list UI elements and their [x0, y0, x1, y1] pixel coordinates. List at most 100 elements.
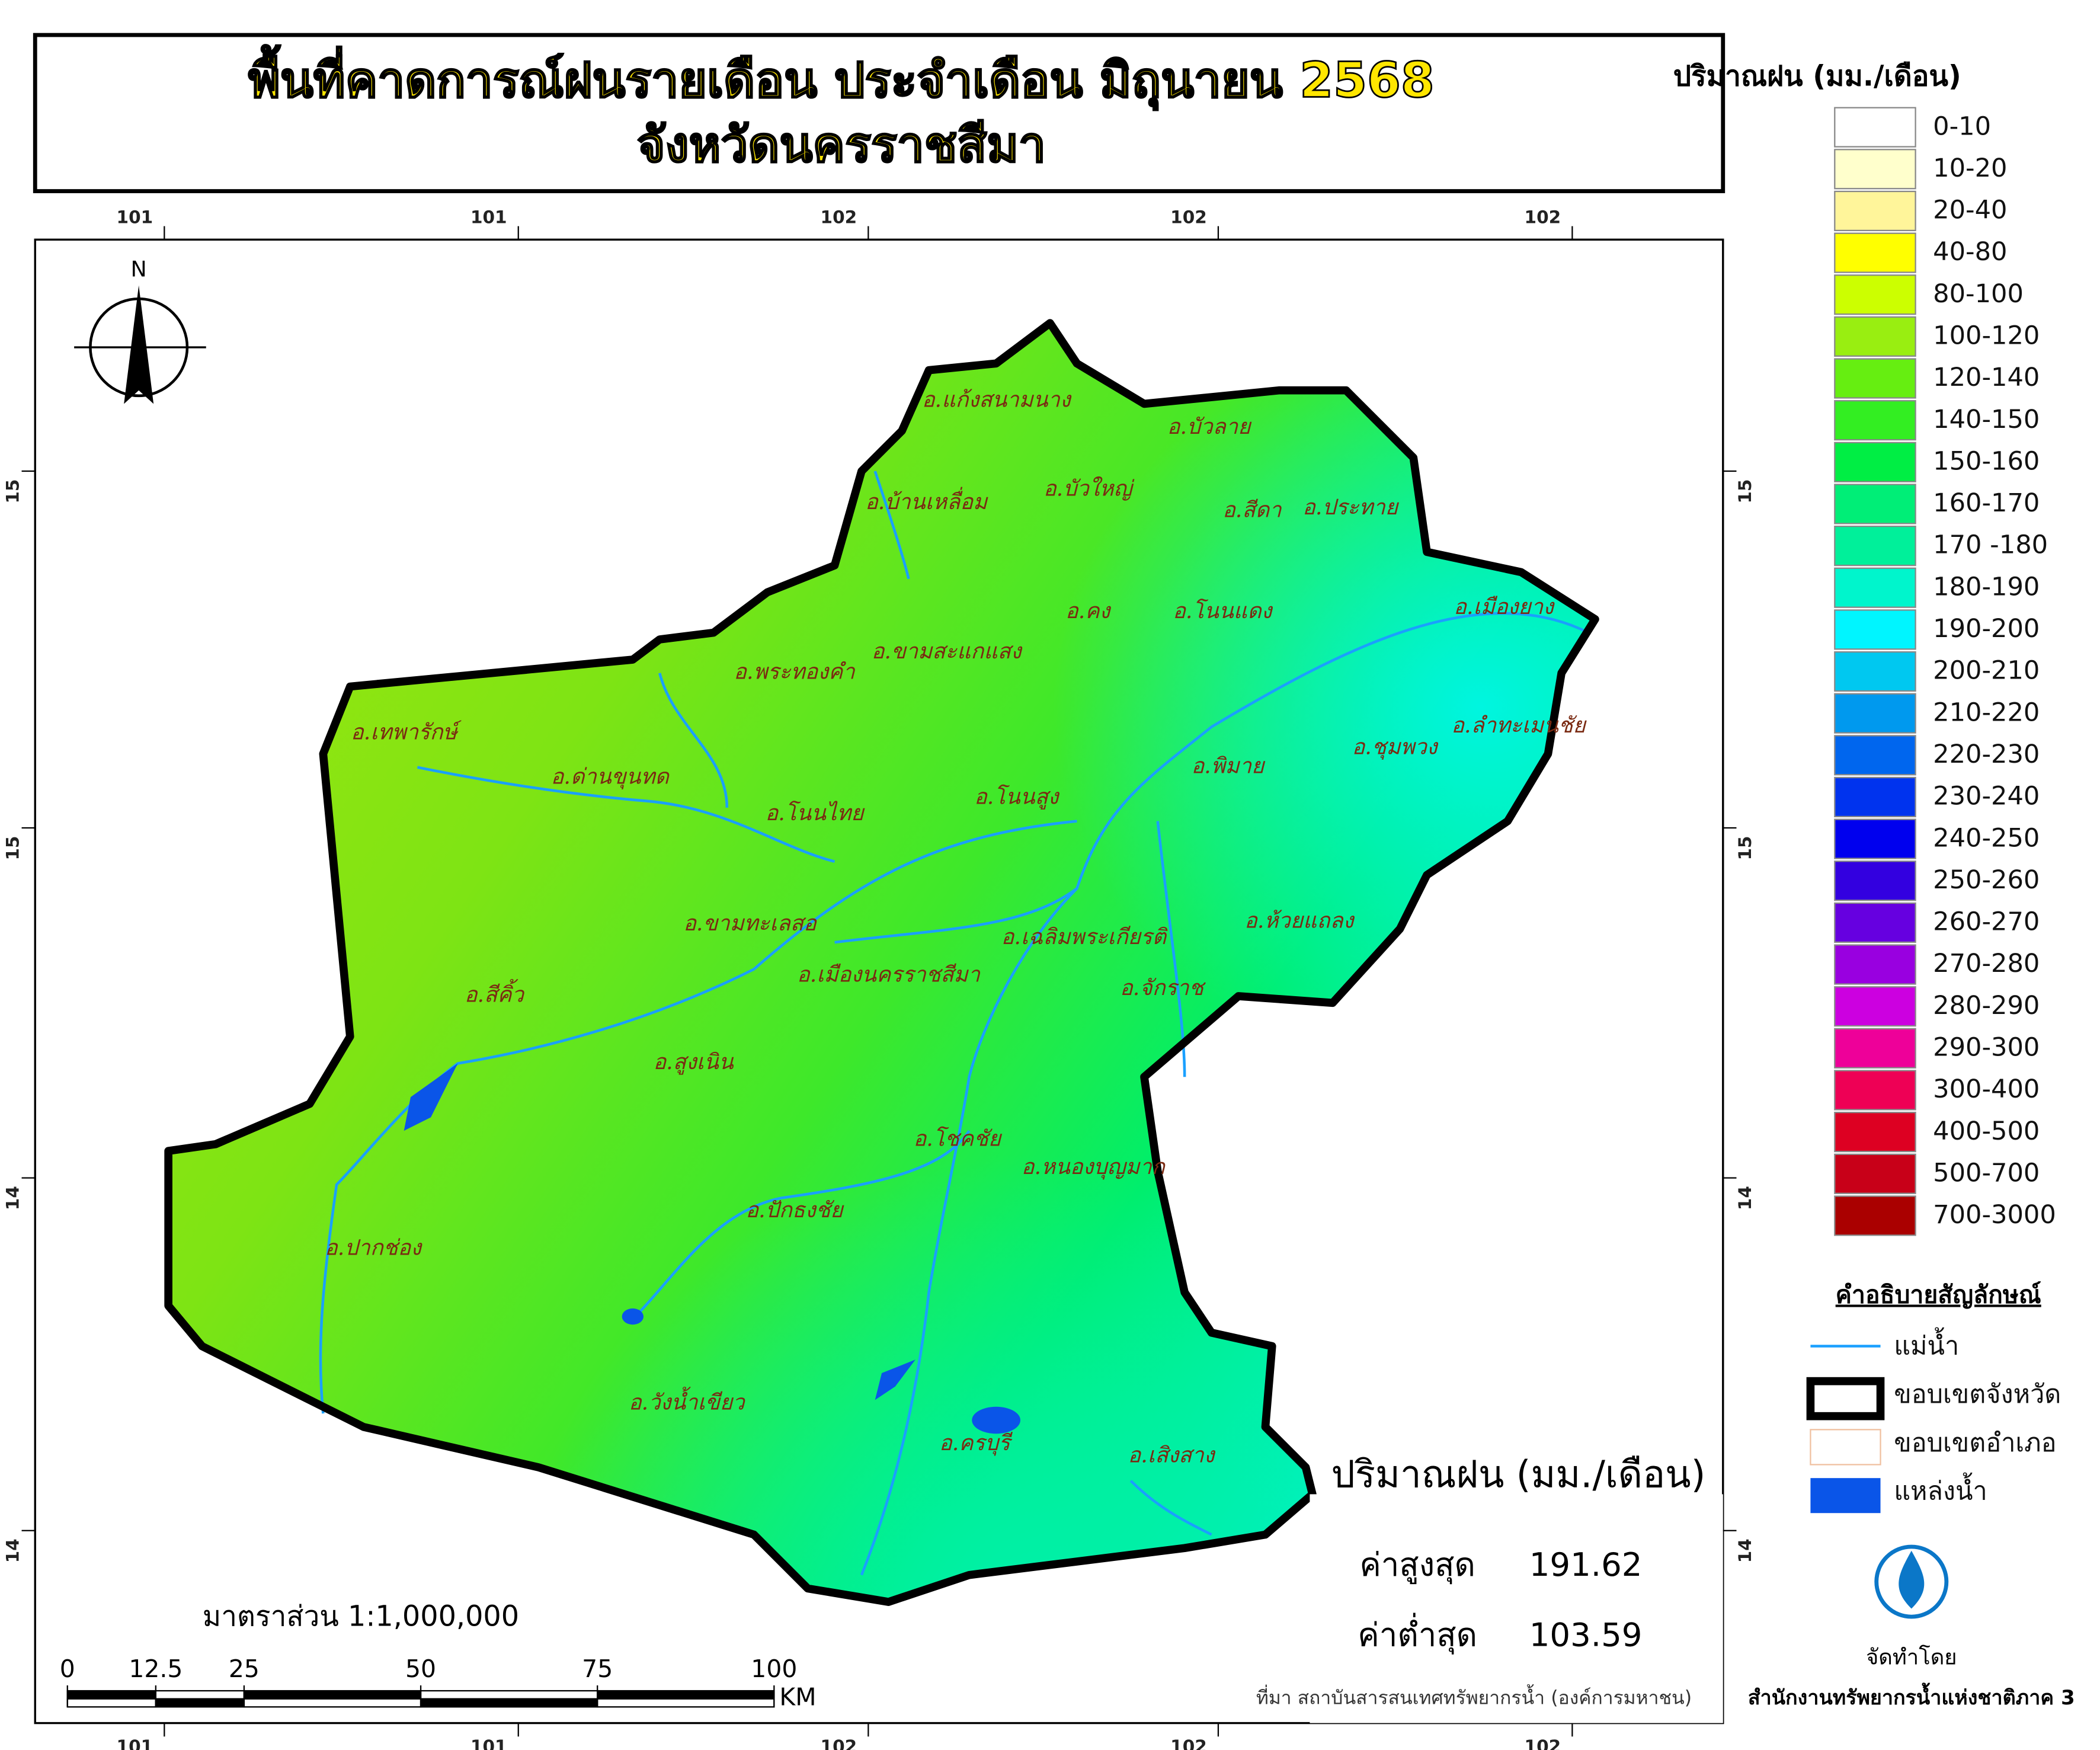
- legend-label: 260-270: [1933, 907, 2040, 937]
- legend-label: 190-200: [1933, 614, 2040, 644]
- legend-label: 220-230: [1933, 740, 2040, 769]
- graticule-label: 14: [1735, 1186, 1755, 1210]
- legend-label: 100-120: [1933, 321, 2040, 351]
- district-label: อ.บ้านเหลื่อม: [865, 487, 988, 514]
- graticule-label: 14: [1735, 1538, 1755, 1563]
- legend-swatch: [1834, 526, 1916, 567]
- legend-label: 120-140: [1933, 363, 2040, 392]
- title-box: [33, 33, 1726, 193]
- legend-swatch: [1834, 860, 1916, 901]
- symbol-label: แหล่งน้ำ: [1894, 1473, 1987, 1506]
- legend-title: ปริมาณฝน (มม./เดือน): [1673, 60, 1961, 93]
- scale-segment: [243, 1690, 422, 1700]
- district-label: อ.บัวลาย: [1167, 414, 1252, 439]
- district-label: อ.เมืองยาง: [1454, 594, 1555, 619]
- legend-swatch: [1834, 107, 1916, 148]
- scale-segment: [420, 1698, 598, 1708]
- symbol-label: ขอบเขตจังหวัด: [1894, 1380, 2061, 1409]
- river: [632, 471, 971, 1320]
- graticule-label: 15: [2, 836, 23, 860]
- district-label: อ.ห้วยแถลง: [1244, 908, 1355, 933]
- graticule-label: 102: [1170, 207, 1207, 227]
- symbol-district: [1810, 1429, 1881, 1466]
- scale-tick-label: 25: [229, 1655, 260, 1683]
- province: [164, 319, 1599, 1606]
- legend-label: 150-160: [1933, 446, 2040, 476]
- district-label: อ.พระทองคำ: [734, 658, 856, 684]
- graticule-label: 102: [1525, 1736, 1561, 1750]
- subtitle: จังหวัดนครราชสีมา: [637, 117, 1046, 173]
- legend-label: 700-3000: [1933, 1200, 2056, 1230]
- reservoir: [972, 1406, 1021, 1434]
- legend-label: 40-80: [1933, 237, 2007, 267]
- scale-tick-label: 0: [60, 1655, 75, 1683]
- legend-swatch: [1834, 567, 1916, 608]
- stats-title: ปริมาณฝน (มม./เดือน): [1331, 1452, 1706, 1496]
- district-label: อ.สีดา: [1222, 497, 1282, 523]
- legend-swatch: [1834, 149, 1916, 190]
- legend-swatch: [1834, 358, 1916, 399]
- graticule-label: 14: [2, 1186, 23, 1210]
- legend-swatch: [1834, 1028, 1916, 1068]
- legend-swatch: [1834, 190, 1916, 232]
- graticule-label: 101: [470, 1736, 507, 1750]
- district-label: อ.พิมาย: [1191, 753, 1266, 778]
- legend-label: 280-290: [1933, 991, 2040, 1020]
- province-boundary: [164, 319, 1599, 1606]
- legend-label: 10-20: [1933, 153, 2007, 183]
- district-label: อ.หนองบุญมาก: [1022, 1154, 1166, 1180]
- scale-segment: [155, 1690, 245, 1700]
- scale-segment: [420, 1690, 598, 1700]
- graticule-label: 101: [117, 207, 153, 227]
- stats-min-label: ค่าต่ำสุด: [1358, 1613, 1477, 1655]
- legend-label: 210-220: [1933, 698, 2040, 727]
- district-label: อ.ปากช่อง: [325, 1234, 422, 1260]
- symbol-label: แม่น้ำ: [1894, 1327, 1959, 1361]
- district-label: อ.เสิงสาง: [1128, 1442, 1215, 1467]
- graticule-label: 102: [821, 207, 857, 227]
- stats-box: [1310, 1494, 1723, 1723]
- graticule-label: 15: [1735, 836, 1755, 860]
- north-label: N: [131, 257, 147, 282]
- legend-swatch: [1834, 484, 1916, 524]
- legend-swatch: [1834, 735, 1916, 776]
- symbol-label: ขอบเขตอำเภอ: [1894, 1428, 2056, 1458]
- district-label: อ.สีคิ้ว: [465, 978, 526, 1007]
- scale-tick-label: 50: [405, 1655, 436, 1683]
- stats-min: 103.59: [1529, 1615, 1643, 1653]
- district-label: อ.ครบุรี: [939, 1430, 1013, 1456]
- legend-swatch: [1834, 232, 1916, 273]
- graticule-label: 15: [2, 479, 23, 504]
- district-label: อ.คง: [1065, 598, 1112, 623]
- scale-tick-label: 75: [582, 1655, 613, 1683]
- legend-swatch: [1834, 609, 1916, 650]
- district-label: อ.โนนสูง: [974, 784, 1060, 810]
- legend-swatch: [1834, 316, 1916, 357]
- legend-label: 290-300: [1933, 1032, 2040, 1062]
- scale-segment: [66, 1690, 156, 1700]
- district-label: อ.เมืองนครราชสีมา: [797, 961, 981, 987]
- reservoir: [875, 1359, 915, 1400]
- symbols-title: คำอธิบายสัญลักษณ์: [1836, 1280, 2041, 1308]
- district-label: อ.ชุมพวง: [1352, 734, 1438, 760]
- legend-label: 250-260: [1933, 865, 2040, 895]
- district-label: อ.ด่านขุนทด: [551, 763, 671, 789]
- scale-segment: [155, 1698, 245, 1708]
- legend-label: 20-40: [1933, 196, 2007, 225]
- stats-max: 191.62: [1529, 1546, 1643, 1583]
- scale-tick-label: 100: [751, 1655, 797, 1683]
- district-label: อ.ขามสะแกแสง: [872, 638, 1023, 664]
- graticule-label: 102: [1525, 207, 1561, 227]
- graticule-label: 102: [1170, 1736, 1207, 1750]
- stats-max-label: ค่าสูงสุด: [1359, 1546, 1475, 1585]
- graticule-label: 101: [117, 1736, 153, 1750]
- legend-swatch: [1834, 944, 1916, 985]
- legend-swatch: [1834, 986, 1916, 1027]
- credit-by: จัดทำโดย: [1866, 1645, 1957, 1670]
- district-label: อ.ประทาย: [1302, 494, 1400, 520]
- graticule-label: 101: [470, 207, 507, 227]
- legend-swatch: [1834, 776, 1916, 818]
- legend-label: 80-100: [1933, 279, 2024, 309]
- scale-segment: [597, 1698, 775, 1708]
